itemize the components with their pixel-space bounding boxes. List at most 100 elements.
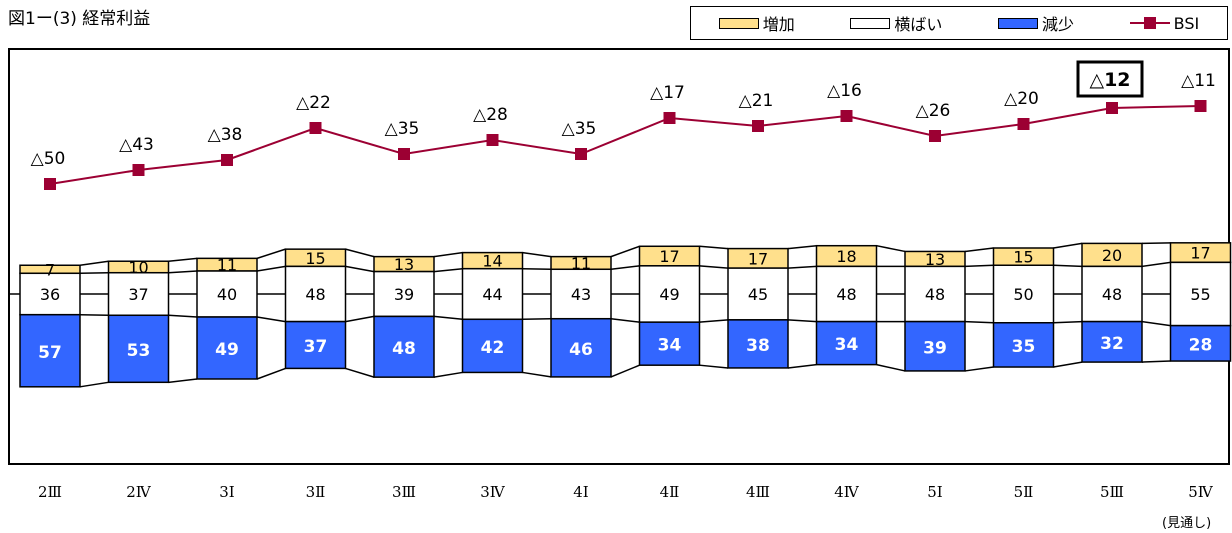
data-label-increase: 13 xyxy=(925,250,945,269)
bsi-point xyxy=(575,148,587,160)
blue-swatch-icon xyxy=(998,17,1039,29)
data-label-increase: 17 xyxy=(659,247,679,266)
legend-label-increase: 増加 xyxy=(762,15,795,34)
bar-decrease xyxy=(107,314,170,384)
data-label-decrease: 37 xyxy=(304,337,328,357)
legend-item-flat: 横ばい xyxy=(850,11,942,35)
flat-label-bg xyxy=(830,283,863,305)
category-label: 3Ⅲ xyxy=(392,483,416,501)
data-label-flat: 37 xyxy=(128,285,148,304)
connector-flat-top xyxy=(345,265,375,273)
data-label-flat: 50 xyxy=(1013,285,1033,304)
bar-decrease xyxy=(19,313,81,388)
bsi-label: △28 xyxy=(473,105,508,125)
bsi-point xyxy=(132,164,145,176)
legend: 増加 横ばい 減少 BSI xyxy=(690,6,1228,40)
data-label-flat: 44 xyxy=(482,285,502,304)
bar-flat xyxy=(1169,261,1232,327)
connector-flat-top xyxy=(256,265,286,272)
flat-label-bg xyxy=(1184,283,1217,305)
bsi-point xyxy=(840,110,853,122)
legend-item-decrease: 減少 xyxy=(998,11,1074,35)
data-label-decrease: 32 xyxy=(1100,334,1124,354)
connector-top xyxy=(787,244,817,250)
connector-flat-bottom xyxy=(1141,320,1171,327)
connector-flat-top xyxy=(433,267,463,273)
bsi-label: △21 xyxy=(739,91,774,111)
bsi-point xyxy=(929,130,941,142)
connector-flat-bottom xyxy=(964,320,994,324)
connector-flat-top xyxy=(1053,264,1083,268)
highlight-box xyxy=(1076,60,1144,98)
bsi-label: △38 xyxy=(208,125,243,145)
bsi-label: △35 xyxy=(385,119,420,139)
data-label-increase: 11 xyxy=(571,254,591,273)
connector-top xyxy=(876,244,906,253)
bar-decrease xyxy=(284,320,347,370)
connector-bottom xyxy=(345,367,375,378)
legend-item-bsi: BSI xyxy=(1129,13,1200,33)
connector-flat-bottom xyxy=(79,313,109,317)
data-label-decrease: 34 xyxy=(835,335,859,355)
data-label-flat: 40 xyxy=(217,285,237,304)
data-label-flat: 48 xyxy=(836,285,856,304)
connector-flat-top xyxy=(699,265,729,269)
category-label: 4Ⅰ xyxy=(573,483,589,501)
category-label: 2Ⅲ xyxy=(38,483,62,501)
data-label-decrease: 39 xyxy=(923,338,947,358)
data-label-increase: 11 xyxy=(217,256,237,275)
flat-label-bg xyxy=(565,283,597,305)
data-label-flat: 49 xyxy=(659,285,679,304)
data-label-flat: 45 xyxy=(748,285,768,304)
data-label-decrease: 38 xyxy=(746,336,770,356)
bar-decrease xyxy=(196,316,258,380)
connector-bottom xyxy=(433,371,463,378)
category-label: 4Ⅳ xyxy=(834,483,860,501)
data-label-decrease: 57 xyxy=(38,343,62,363)
connector-top xyxy=(1053,242,1083,249)
connector-flat-top xyxy=(964,264,994,268)
data-label-decrease: 48 xyxy=(392,339,416,359)
bsi-point xyxy=(309,122,322,134)
data-label-decrease: 53 xyxy=(127,341,151,361)
bar-decrease xyxy=(638,321,701,366)
connector-bottom xyxy=(787,363,817,369)
connector-top xyxy=(345,248,375,258)
connector-flat-bottom xyxy=(1053,320,1083,324)
chart-title: 図1ー(3) 経常利益 xyxy=(8,9,151,29)
data-label-increase: 15 xyxy=(1013,248,1033,267)
legend-label-bsi: BSI xyxy=(1173,13,1200,33)
bsi-point xyxy=(486,134,499,146)
bar-decrease xyxy=(904,320,966,372)
category-label: 5Ⅲ xyxy=(1100,483,1124,501)
data-label-increase: 15 xyxy=(305,249,325,268)
bsi-label: △16 xyxy=(827,81,862,101)
data-label-increase: 7 xyxy=(45,260,55,279)
data-label-flat: 39 xyxy=(394,285,414,304)
flat-label-bg xyxy=(653,283,686,305)
data-label-decrease: 49 xyxy=(215,340,239,360)
bsi-label: △12 xyxy=(1089,69,1130,91)
connector-top xyxy=(256,248,286,260)
bsi-point xyxy=(1017,118,1030,130)
bar-decrease xyxy=(1169,324,1232,362)
bsi-point xyxy=(44,178,56,190)
connector-top xyxy=(699,245,729,250)
data-label-decrease: 28 xyxy=(1189,335,1213,355)
category-label: 3Ⅱ xyxy=(306,483,326,501)
data-label-flat: 36 xyxy=(40,285,60,304)
legend-item-increase: 増加 xyxy=(718,11,795,35)
connector-flat-bottom xyxy=(787,319,817,323)
bsi-point xyxy=(663,112,676,124)
connector-flat-bottom xyxy=(345,315,375,323)
flat-label-bg xyxy=(34,283,66,305)
bsi-label: △20 xyxy=(1004,89,1039,109)
bsi-line xyxy=(49,105,1201,185)
connector-flat-top xyxy=(787,265,817,269)
connector-top xyxy=(964,247,994,253)
connector-top xyxy=(79,260,109,266)
connector-flat-top xyxy=(79,271,109,275)
legend-label-flat: 横ばい xyxy=(894,15,943,34)
bsi-label: △22 xyxy=(296,93,331,113)
yellow-swatch-icon xyxy=(718,17,759,29)
